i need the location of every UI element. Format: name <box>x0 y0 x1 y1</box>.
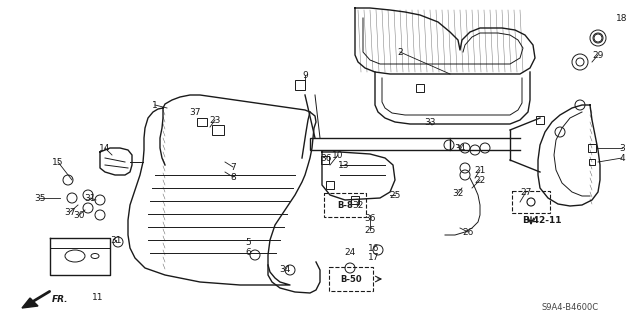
Text: 21: 21 <box>474 165 486 174</box>
Bar <box>589 159 595 165</box>
Text: 17: 17 <box>368 253 380 262</box>
Text: 16: 16 <box>368 244 380 252</box>
Text: B-50: B-50 <box>340 275 362 284</box>
Text: 33: 33 <box>424 117 436 126</box>
Bar <box>416 84 424 92</box>
Text: 29: 29 <box>592 51 604 60</box>
Text: 1: 1 <box>152 100 158 109</box>
Text: 25: 25 <box>389 190 401 199</box>
Text: 31: 31 <box>110 236 122 244</box>
Text: 32: 32 <box>352 201 364 210</box>
Text: 26: 26 <box>462 228 474 236</box>
Text: 7: 7 <box>230 163 236 172</box>
Text: B-42-11: B-42-11 <box>522 215 562 225</box>
Text: S9A4-B4600C: S9A4-B4600C <box>541 303 598 313</box>
Bar <box>588 144 596 152</box>
Bar <box>212 125 224 135</box>
Text: 10: 10 <box>332 150 344 159</box>
Bar <box>326 181 334 189</box>
Text: 34: 34 <box>454 143 466 153</box>
Bar <box>536 116 544 124</box>
Text: 15: 15 <box>52 157 64 166</box>
Text: 9: 9 <box>302 70 308 79</box>
Text: 25: 25 <box>364 226 376 235</box>
Text: 35: 35 <box>35 194 45 203</box>
Text: 14: 14 <box>99 143 111 153</box>
Polygon shape <box>22 298 38 308</box>
Text: 36: 36 <box>320 154 332 163</box>
Text: 5: 5 <box>245 237 251 246</box>
Bar <box>197 118 207 126</box>
Text: FR.: FR. <box>52 295 68 305</box>
Text: 36: 36 <box>364 213 376 222</box>
Bar <box>295 80 305 90</box>
Text: 37: 37 <box>189 108 201 116</box>
Text: 2: 2 <box>397 47 403 57</box>
Text: 32: 32 <box>452 188 464 197</box>
Ellipse shape <box>91 253 99 259</box>
Text: 11: 11 <box>92 293 104 302</box>
Text: 4: 4 <box>619 154 625 163</box>
Text: B-8: B-8 <box>337 201 353 210</box>
Text: 13: 13 <box>339 161 349 170</box>
Bar <box>310 138 450 150</box>
Text: 24: 24 <box>344 247 356 257</box>
Bar <box>351 196 359 204</box>
Text: 8: 8 <box>230 172 236 181</box>
Text: 6: 6 <box>245 247 251 257</box>
Text: 27: 27 <box>520 188 532 196</box>
Text: 37: 37 <box>64 207 76 217</box>
Bar <box>321 156 329 164</box>
Text: 34: 34 <box>279 266 291 275</box>
Text: 30: 30 <box>73 211 84 220</box>
Text: 3: 3 <box>619 143 625 153</box>
Ellipse shape <box>65 250 85 262</box>
Text: 23: 23 <box>209 116 221 124</box>
Text: 31: 31 <box>84 194 96 203</box>
FancyArrowPatch shape <box>27 292 50 305</box>
Text: 22: 22 <box>474 175 486 185</box>
Text: 18: 18 <box>616 13 628 22</box>
